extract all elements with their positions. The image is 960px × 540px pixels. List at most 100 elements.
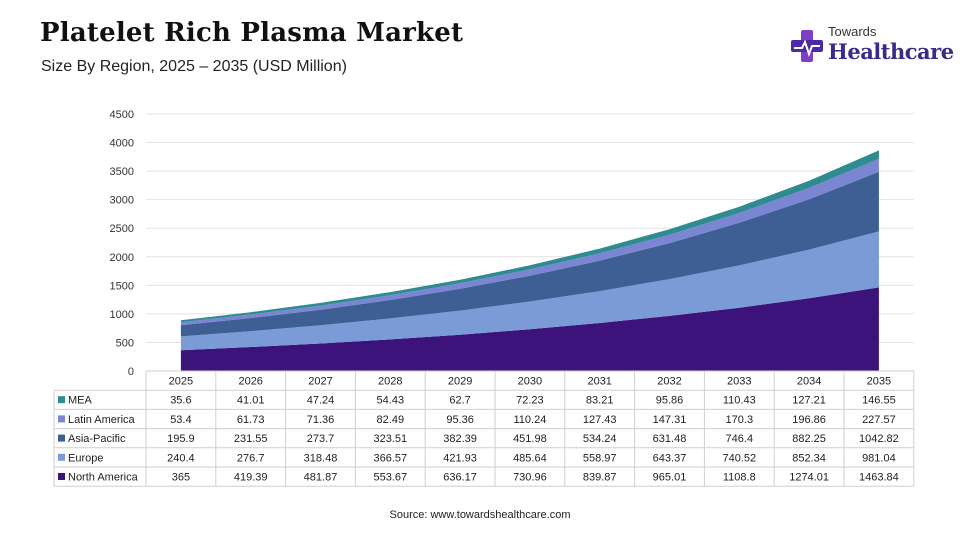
source-text: Source: www.towardshealthcare.com: [389, 509, 571, 521]
data-cell: 127.43: [583, 414, 617, 426]
data-cell: 365: [172, 472, 190, 484]
chart-subtitle: Size By Region, 2025 – 2035 (USD Million…: [41, 58, 347, 75]
legend-label-north-america: North America: [68, 472, 139, 484]
data-cell: 730.96: [513, 472, 547, 484]
data-cell: 127.21: [792, 395, 826, 407]
data-cell: 481.87: [304, 472, 338, 484]
x-tick-label: 2026: [238, 376, 262, 388]
data-cell: 451.98: [513, 433, 547, 445]
x-tick-label: 2027: [308, 376, 332, 388]
data-cell: 35.6: [170, 395, 191, 407]
data-cell: 419.39: [234, 472, 268, 484]
area-asia-pacific: [180, 171, 879, 337]
x-tick-label: 2032: [657, 376, 681, 388]
data-cell: 631.48: [653, 433, 687, 445]
area-europe: [180, 231, 879, 351]
legend-label-europe: Europe: [68, 452, 103, 464]
legend-swatch-mea: [58, 396, 65, 404]
data-cell: 882.25: [792, 433, 826, 445]
y-axis-ticks: 0 500 1000 1500 2000 2500 3000 3500 4000 4500: [110, 109, 134, 378]
legend-label-mea: MEA: [68, 395, 93, 407]
x-tick-label: 2031: [587, 376, 611, 388]
data-cell: 558.97: [583, 452, 617, 464]
data-cell: 534.24: [583, 433, 617, 445]
data-cell: 1274.01: [789, 472, 829, 484]
logo-text-big: Healthcare: [828, 39, 954, 64]
data-cell: 195.9: [167, 433, 195, 445]
data-cell: 72.23: [516, 395, 544, 407]
x-tick-label: 2028: [378, 376, 402, 388]
x-tick-label: 2025: [169, 376, 193, 388]
data-cell: 1108.8: [723, 472, 756, 484]
data-cell: 71.36: [307, 414, 335, 426]
y-tick-label: 2500: [110, 223, 134, 235]
y-tick-label: 2000: [110, 252, 134, 264]
data-cell: 110.43: [723, 395, 756, 407]
data-cell: 240.4: [167, 452, 195, 464]
y-tick-label: 3500: [110, 166, 134, 178]
data-cell: 95.86: [656, 395, 684, 407]
data-cell: 61.73: [237, 414, 265, 426]
data-cell: 95.36: [446, 414, 474, 426]
y-tick-label: 1500: [110, 280, 134, 292]
data-cell: 276.7: [237, 452, 265, 464]
data-cell: 83.21: [586, 395, 614, 407]
data-cell: 1463.84: [859, 472, 899, 484]
data-cell: 110.24: [513, 414, 546, 426]
area-series: [180, 150, 879, 371]
data-cell: 740.52: [722, 452, 756, 464]
y-tick-label: 500: [116, 337, 134, 349]
data-cell: 170.3: [726, 414, 754, 426]
y-tick-label: 3000: [110, 195, 134, 207]
y-tick-label: 4000: [110, 138, 134, 150]
data-cell: 196.86: [792, 414, 826, 426]
data-cell: 323.51: [373, 433, 407, 445]
data-cell: 227.57: [862, 414, 896, 426]
data-cell: 62.7: [449, 395, 470, 407]
chart-title: Platelet Rich Plasma Market: [40, 18, 464, 48]
data-cell: 965.01: [653, 472, 687, 484]
y-tick-label: 0: [128, 366, 134, 378]
data-cell: 981.04: [862, 452, 896, 464]
x-tick-label: 2029: [448, 376, 472, 388]
x-tick-label: 2035: [867, 376, 891, 388]
data-cell: 485.64: [513, 452, 547, 464]
data-cell: 147.31: [653, 414, 687, 426]
data-cell: 553.67: [373, 472, 407, 484]
data-cell: 839.87: [583, 472, 617, 484]
source-note: Source: www.towardshealthcare.com: [0, 509, 960, 521]
healthcare-cross-icon: [791, 30, 823, 62]
brand-logo: Towards Healthcare: [790, 24, 954, 68]
data-cell: 746.4: [726, 433, 754, 445]
data-cell: 421.93: [443, 452, 477, 464]
data-cell: 366.57: [373, 452, 407, 464]
data-cell: 636.17: [443, 472, 477, 484]
x-tick-label: 2030: [518, 376, 542, 388]
stacked-area-chart: 0 500 1000 1500 2000 2500 3000 3500 4000 4500 202…: [53, 109, 915, 487]
data-cell: 54.43: [377, 395, 405, 407]
legend-swatch-latin-america: [58, 415, 65, 423]
legend-swatch-north-america: [58, 473, 65, 480]
area-north-america: [180, 287, 879, 371]
data-cell: 643.37: [653, 452, 687, 464]
data-cell: 273.7: [307, 433, 335, 445]
y-tick-label: 4500: [110, 109, 134, 121]
data-cell: 382.39: [443, 433, 477, 445]
data-cell: 231.55: [234, 433, 268, 445]
data-table: 2025 2026 2027 2028 2029 2030 2031 2032 2033 2034…: [53, 370, 915, 487]
data-cell: 53.4: [170, 414, 191, 426]
data-cell: 82.49: [377, 414, 405, 426]
data-cell: 47.24: [307, 395, 335, 407]
data-cell: 852.34: [792, 452, 826, 464]
x-tick-label: 2034: [797, 376, 821, 388]
data-cell: 1042.82: [859, 433, 899, 445]
data-cell: 41.01: [237, 395, 265, 407]
logo-text-small: Towards: [828, 24, 877, 39]
data-cell: 146.55: [862, 395, 896, 407]
legend-label-asia-pacific: Asia-Pacific: [68, 433, 126, 445]
legend-label-latin-america: Latin America: [68, 414, 136, 426]
y-tick-label: 1000: [110, 309, 134, 321]
legend-swatch-europe: [58, 453, 65, 461]
legend-swatch-asia-pacific: [58, 434, 65, 442]
x-tick-label: 2033: [727, 376, 751, 388]
